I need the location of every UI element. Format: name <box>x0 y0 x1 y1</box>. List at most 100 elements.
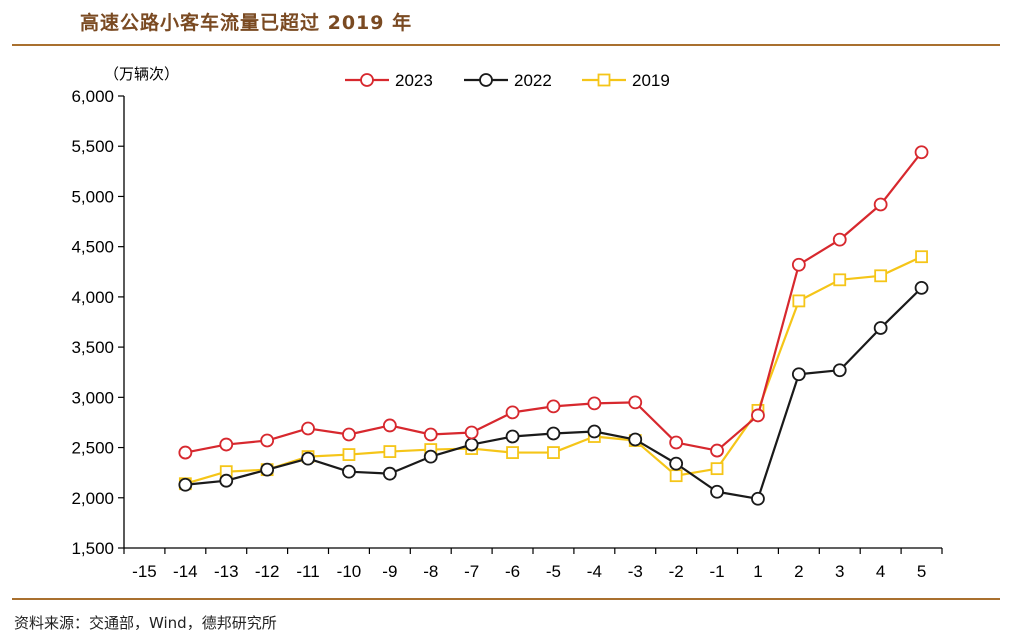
chart-title: 高速公路小客车流量已超过 2019 年 <box>80 12 413 34</box>
data-point-2019 <box>915 250 928 264</box>
data-point-2023 <box>301 421 315 436</box>
legend-marker <box>597 73 611 87</box>
x-tick-label: -13 <box>214 562 239 581</box>
x-tick-label: -14 <box>173 562 198 581</box>
y-axis-unit-label: （万辆次） <box>104 65 179 83</box>
x-tick-label: 4 <box>876 562 885 581</box>
data-point-2019 <box>874 269 888 283</box>
x-tick-label: -5 <box>546 562 561 581</box>
data-point-2022 <box>914 280 929 295</box>
y-tick-label: 2,500 <box>71 439 114 458</box>
x-tick-label: -8 <box>423 562 438 581</box>
data-point-2022 <box>791 367 806 382</box>
y-tick-label: 4,500 <box>71 238 114 257</box>
x-tick-label: -10 <box>337 562 362 581</box>
data-point-2022 <box>178 477 193 492</box>
x-tick-label: -9 <box>382 562 397 581</box>
y-tick-label: 4,000 <box>71 288 114 307</box>
legend-label: 2023 <box>395 71 433 90</box>
data-point-2022 <box>219 473 234 488</box>
data-point-2019 <box>506 446 519 459</box>
x-tick-label: 5 <box>917 562 926 581</box>
data-point-2023 <box>873 197 888 212</box>
data-point-2023 <box>791 257 806 272</box>
x-tick-label: 3 <box>835 562 844 581</box>
x-tick-label: 2 <box>794 562 803 581</box>
x-tick-label: -4 <box>587 562 602 581</box>
x-tick-label: -2 <box>669 562 684 581</box>
x-tick-label: -6 <box>505 562 520 581</box>
data-point-2019 <box>792 294 806 308</box>
data-point-2019 <box>669 469 683 483</box>
data-point-2022 <box>710 484 724 499</box>
chart-axes <box>123 96 942 549</box>
data-point-2022 <box>751 491 765 506</box>
y-tick-label: 6,000 <box>71 87 114 106</box>
legend-item-2022: 2022 <box>464 71 552 90</box>
data-point-2019 <box>383 445 397 458</box>
y-tick-label: 3,000 <box>71 388 114 407</box>
legend-item-2023: 2023 <box>345 71 433 90</box>
data-point-2023 <box>546 399 561 414</box>
data-point-2023 <box>710 443 724 458</box>
data-point-2022 <box>342 464 356 479</box>
legend-label: 2022 <box>514 71 552 90</box>
x-tick-label: -15 <box>132 562 157 581</box>
legend-marker <box>479 73 493 87</box>
y-tick-label: 1,500 <box>71 539 114 558</box>
data-point-2019 <box>342 448 356 461</box>
data-point-2022 <box>628 432 643 447</box>
series-line-2022 <box>185 287 923 500</box>
source-note: 资料来源：交通部，Wind，德邦研究所 <box>14 614 277 632</box>
data-point-2022 <box>546 426 561 441</box>
data-point-2022 <box>873 321 888 335</box>
legend-label: 2019 <box>632 71 670 90</box>
data-point-2022 <box>832 363 847 378</box>
data-point-2023 <box>669 435 684 450</box>
y-tick-label: 3,500 <box>71 338 114 357</box>
data-point-2023 <box>464 425 479 440</box>
data-point-2023 <box>219 437 234 452</box>
data-point-2022 <box>382 466 397 481</box>
x-tick-label: -11 <box>296 562 319 581</box>
data-point-2023 <box>260 433 275 448</box>
data-point-2022 <box>669 456 684 471</box>
y-tick-label: 2,000 <box>71 489 114 508</box>
chart-legend: 2023 2022 2019 <box>345 71 670 90</box>
data-point-2022 <box>301 451 315 466</box>
y-tick-label: 5,500 <box>71 137 114 156</box>
data-point-2022 <box>505 429 520 444</box>
series-2019 <box>178 250 928 491</box>
data-point-2022 <box>464 437 479 452</box>
chart-ticks: 1,500 2,000 2,500 3,000 3,500 4,000 4,500 5,000… <box>71 87 943 581</box>
x-tick-label: -1 <box>709 562 724 581</box>
data-point-2023 <box>628 395 643 410</box>
data-point-2023 <box>751 408 765 423</box>
x-tick-label: -7 <box>464 562 479 581</box>
data-point-2023 <box>914 145 929 160</box>
line-chart: 1,500 2,000 2,500 3,000 3,500 4,000 4,500 5,000… <box>71 65 943 581</box>
data-point-2022 <box>260 462 275 477</box>
series-2022 <box>178 280 929 506</box>
x-tick-label: 1 <box>753 562 762 581</box>
footer-divider <box>12 598 1000 600</box>
data-point-2023 <box>382 418 397 433</box>
data-point-2023 <box>587 396 602 411</box>
header-divider <box>12 44 1000 46</box>
y-tick-label: 5,000 <box>71 187 114 206</box>
legend-item-2019: 2019 <box>582 71 670 90</box>
data-point-2019 <box>710 462 724 476</box>
data-point-2022 <box>423 449 438 464</box>
data-point-2022 <box>587 424 602 439</box>
data-point-2023 <box>178 445 193 460</box>
data-point-2023 <box>423 427 438 442</box>
x-tick-label: -3 <box>628 562 643 581</box>
chart-series <box>178 145 929 506</box>
series-2023 <box>178 145 929 460</box>
data-point-2023 <box>832 232 847 247</box>
data-point-2023 <box>342 427 356 442</box>
x-tick-label: -12 <box>255 562 280 581</box>
legend-marker <box>360 73 374 87</box>
data-point-2023 <box>505 405 520 420</box>
data-point-2019 <box>833 273 847 287</box>
